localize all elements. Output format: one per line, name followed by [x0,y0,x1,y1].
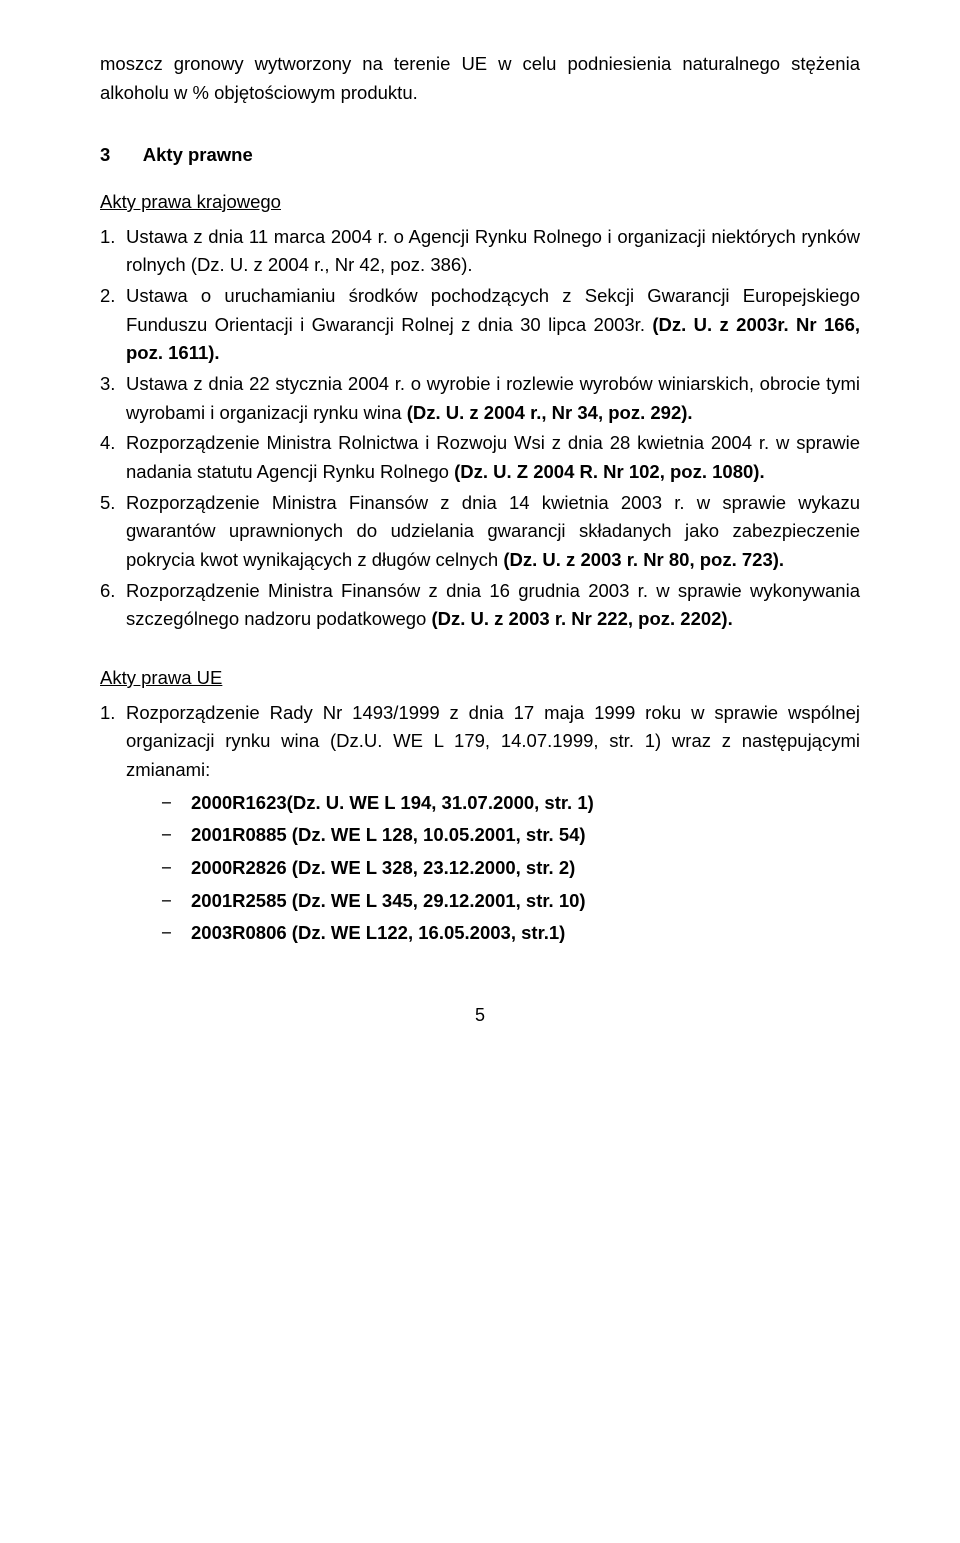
list-item: 4. Rozporządzenie Ministra Rolnictwa i R… [100,429,860,486]
section-number: 3 [100,141,110,170]
sublist-text: 2001R0885 (Dz. WE L 128, 10.05.2001, str… [191,821,860,850]
list-marker: 5. [100,489,126,575]
dash-icon: − [161,887,191,916]
list-item: 1. Ustawa z dnia 11 marca 2004 r. o Agen… [100,223,860,280]
dash-icon: − [161,919,191,948]
list-item: 1. Rozporządzenie Rady Nr 1493/1999 z dn… [100,699,860,952]
list-body: Ustawa z dnia 22 stycznia 2004 r. o wyro… [126,370,860,427]
list-body: Ustawa o uruchamianiu środków pochodzący… [126,282,860,368]
list-body: Rozporządzenie Rady Nr 1493/1999 z dnia … [126,699,860,952]
sublist-text: 2003R0806 (Dz. WE L122, 16.05.2003, str.… [191,919,860,948]
list-marker: 2. [100,282,126,368]
intro-text: moszcz gronowy wytworzony na terenie UE … [100,50,860,107]
sublist-item: −2001R2585 (Dz. WE L 345, 29.12.2001, st… [161,887,860,916]
sublist-item: −2000R1623(Dz. U. WE L 194, 31.07.2000, … [161,789,860,818]
list-marker: 1. [100,223,126,280]
sublist-item: −2003R0806 (Dz. WE L122, 16.05.2003, str… [161,919,860,948]
subheading-krajowe: Akty prawa krajowego [100,188,860,217]
list-krajowe: 1. Ustawa z dnia 11 marca 2004 r. o Agen… [100,223,860,634]
dash-icon: − [161,789,191,818]
list-bold: (Dz. U. z 2003 r. Nr 222, poz. 2202). [431,608,732,629]
list-item: 3. Ustawa z dnia 22 stycznia 2004 r. o w… [100,370,860,427]
dash-icon: − [161,821,191,850]
sublist-text: 2000R2826 (Dz. WE L 328, 23.12.2000, str… [191,854,860,883]
list-marker: 1. [100,699,126,952]
list-body: Rozporządzenie Ministra Finansów z dnia … [126,489,860,575]
list-item: 5. Rozporządzenie Ministra Finansów z dn… [100,489,860,575]
list-marker: 3. [100,370,126,427]
list-ue: 1. Rozporządzenie Rady Nr 1493/1999 z dn… [100,699,860,952]
list-marker: 6. [100,577,126,634]
list-body: Ustawa z dnia 11 marca 2004 r. o Agencji… [126,223,860,280]
list-marker: 4. [100,429,126,486]
list-bold: (Dz. U. z 2004 r., Nr 34, poz. 292). [407,402,693,423]
page-number: 5 [100,1002,860,1030]
list-body: Rozporządzenie Ministra Rolnictwa i Rozw… [126,429,860,486]
list-body: Rozporządzenie Ministra Finansów z dnia … [126,577,860,634]
sublist-item: −2000R2826 (Dz. WE L 328, 23.12.2000, st… [161,854,860,883]
list-bold: (Dz. U. z 2003 r. Nr 80, poz. 723). [503,549,784,570]
sublist: −2000R1623(Dz. U. WE L 194, 31.07.2000, … [126,789,860,948]
sublist-text: 2001R2585 (Dz. WE L 345, 29.12.2001, str… [191,887,860,916]
section-heading: 3 Akty prawne [100,141,860,170]
list-item: 2. Ustawa o uruchamianiu środków pochodz… [100,282,860,368]
list-bold: (Dz. U. Z 2004 R. Nr 102, poz. 1080). [454,461,765,482]
list-text: Rozporządzenie Rady Nr 1493/1999 z dnia … [126,702,860,780]
dash-icon: − [161,854,191,883]
document-page: moszcz gronowy wytworzony na terenie UE … [0,0,960,1070]
list-text: Ustawa z dnia 11 marca 2004 r. o Agencji… [126,226,860,276]
list-item: 6. Rozporządzenie Ministra Finansów z dn… [100,577,860,634]
subheading-ue: Akty prawa UE [100,664,860,693]
section-title: Akty prawne [143,144,253,165]
sublist-text: 2000R1623(Dz. U. WE L 194, 31.07.2000, s… [191,789,860,818]
sublist-item: −2001R0885 (Dz. WE L 128, 10.05.2001, st… [161,821,860,850]
